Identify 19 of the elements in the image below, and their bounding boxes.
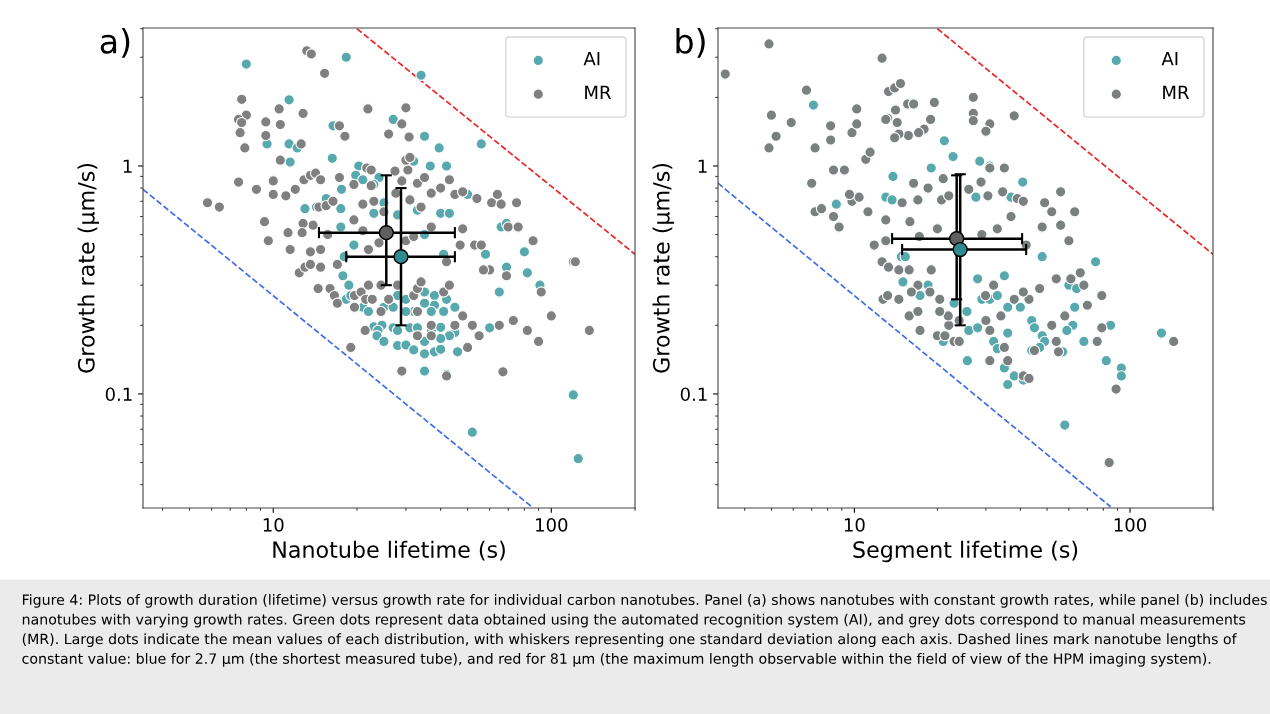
y-axis-title: Growth rate (μm/s)	[652, 163, 675, 373]
x-tick-label: 10	[263, 518, 284, 532]
y-tick-label: 0.1	[105, 387, 132, 402]
text: a)	[100, 28, 130, 58]
legend-label: MR	[1163, 85, 1190, 99]
legend-label: AI	[1161, 52, 1178, 66]
y-axis-title: Growth rate (μm/s)	[77, 163, 100, 373]
y-tick-label: 1	[698, 159, 707, 173]
x-axis-title: Nanotube lifetime (s)	[273, 540, 505, 561]
y-tick-label: 0.1	[680, 387, 707, 402]
x-tick-label: 100	[536, 518, 568, 532]
caption: Figure 4: Plots of growth duration (lifetime) versus growth rate for individual carbon nanotubes. Panel (a) shows nanotubes with constant growth rates, while panel (b) includes nanotubes with varying growth rates. Green dots represent data obtained using the automated recognition system (AI), and grey dots correspond to manual measurements (MR). Large dots indicate the mean values of each distribution, with whiskers representing one standard deviation along each axis. Dashed lines mark nanotube lengths of constant value: blue for 2.7 µm (the shortest measured tube), and red for 81 µm (the maximum length observable within the field of view of the HPM imaging system).	[22, 594, 1267, 667]
x-tick-label: 10	[844, 518, 865, 532]
x-axis-title: Segment lifetime (s)	[853, 540, 1078, 563]
legend-label: MR	[585, 85, 612, 99]
y-tick-label: 1	[123, 159, 132, 173]
legend-label: AI	[583, 52, 600, 66]
x-tick-label: 100	[1114, 518, 1147, 532]
text: b)	[676, 28, 705, 58]
